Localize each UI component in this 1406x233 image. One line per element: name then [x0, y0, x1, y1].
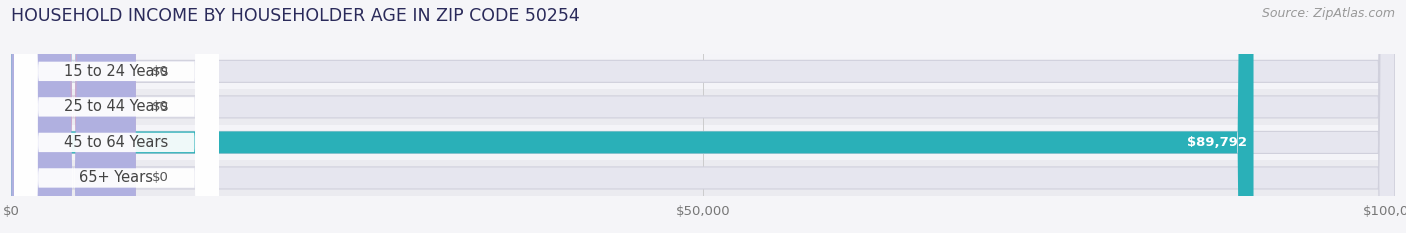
Bar: [11, 89, 1395, 125]
Text: 65+ Years: 65+ Years: [79, 171, 153, 185]
Text: $0: $0: [152, 171, 169, 185]
FancyBboxPatch shape: [14, 0, 219, 233]
Text: 25 to 44 Years: 25 to 44 Years: [65, 99, 169, 114]
Text: $0: $0: [152, 100, 169, 113]
Bar: [11, 125, 1395, 160]
FancyBboxPatch shape: [11, 0, 1254, 233]
FancyBboxPatch shape: [11, 0, 136, 233]
FancyBboxPatch shape: [11, 0, 1395, 233]
Text: $89,792: $89,792: [1187, 136, 1247, 149]
Text: 15 to 24 Years: 15 to 24 Years: [65, 64, 169, 79]
FancyBboxPatch shape: [11, 0, 1395, 233]
Text: Source: ZipAtlas.com: Source: ZipAtlas.com: [1261, 7, 1395, 20]
Text: HOUSEHOLD INCOME BY HOUSEHOLDER AGE IN ZIP CODE 50254: HOUSEHOLD INCOME BY HOUSEHOLDER AGE IN Z…: [11, 7, 581, 25]
Text: $0: $0: [152, 65, 169, 78]
FancyBboxPatch shape: [14, 0, 219, 233]
Text: 45 to 64 Years: 45 to 64 Years: [65, 135, 169, 150]
FancyBboxPatch shape: [14, 0, 219, 233]
FancyBboxPatch shape: [11, 0, 1395, 233]
FancyBboxPatch shape: [11, 0, 136, 233]
FancyBboxPatch shape: [14, 0, 219, 233]
Bar: [11, 160, 1395, 196]
Bar: [11, 54, 1395, 89]
FancyBboxPatch shape: [11, 0, 1395, 233]
FancyBboxPatch shape: [11, 0, 136, 233]
